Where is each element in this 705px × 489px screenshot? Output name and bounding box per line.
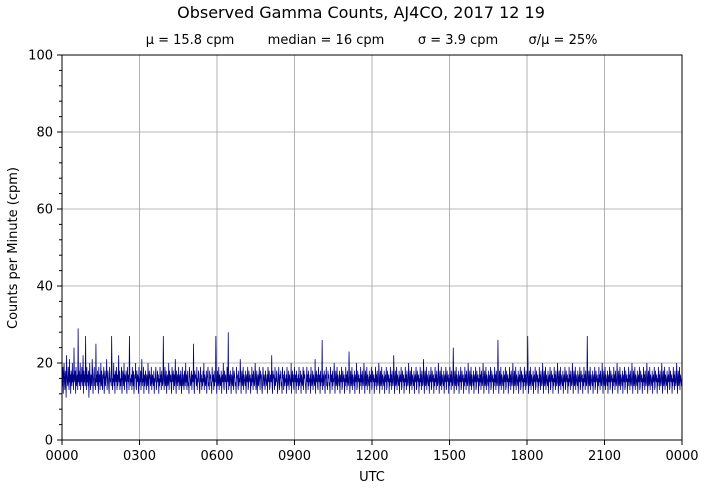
- axis-ticks: [57, 54, 683, 445]
- y-tick-label-0: 0: [45, 434, 53, 449]
- chart-title: Observed Gamma Counts, AJ4CO, 2017 12 19: [177, 3, 545, 22]
- grid-lines: [62, 55, 682, 440]
- x-tick-label-3: 0900: [278, 449, 311, 464]
- x-tick-label-2: 0600: [200, 449, 233, 464]
- x-axis-label: UTC: [359, 470, 385, 485]
- subtitle-median: median = 16 cpm: [268, 33, 385, 48]
- y-tick-labels: 0 20 40 60 80 100: [28, 49, 53, 449]
- x-tick-label-1: 0300: [123, 449, 156, 464]
- subtitle-cv: σ/μ = 25%: [529, 33, 598, 48]
- subtitle-sigma: σ = 3.9 cpm: [418, 33, 498, 48]
- series-line-0: [61, 328, 683, 398]
- x-tick-label-4: 1200: [355, 449, 388, 464]
- x-tick-label-0: 0000: [45, 449, 78, 464]
- x-tick-label-5: 1500: [433, 449, 466, 464]
- y-axis-label: Counts per Minute (cpm): [6, 167, 21, 329]
- x-tick-label-7: 2100: [588, 449, 621, 464]
- y-tick-label-1: 20: [36, 357, 53, 372]
- x-tick-label-6: 1800: [510, 449, 543, 464]
- y-tick-label-3: 60: [36, 203, 53, 218]
- series-group: [61, 328, 683, 398]
- y-tick-label-5: 100: [28, 49, 53, 64]
- subtitle-mean: μ = 15.8 cpm: [146, 33, 235, 48]
- y-tick-label-4: 80: [36, 126, 53, 141]
- x-tick-label-8: 0000: [665, 449, 698, 464]
- y-tick-label-2: 40: [36, 280, 53, 295]
- x-tick-labels: 0000 0300 0600 0900 1200 1500 1800 2100 0000: [45, 449, 698, 464]
